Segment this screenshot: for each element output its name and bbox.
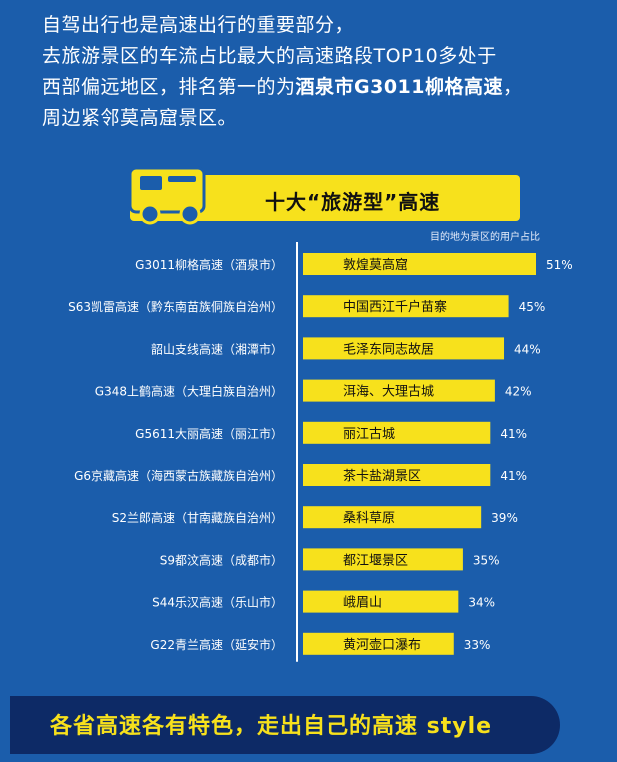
value-unit-note: 目的地为景区的用户占比 <box>430 232 540 243</box>
category-label: G348上鹤高速（大理白族自治州） <box>95 384 283 399</box>
footer-bar <box>10 696 560 754</box>
intro-line-3-a: 西部偏远地区，排名第一的为 <box>42 76 296 98</box>
bar <box>303 590 459 613</box>
truck-icon <box>128 166 206 225</box>
intro-line-3: 西部偏远地区，排名第一的为酒泉市G3011柳格高速， <box>42 72 602 103</box>
bar-value-label: 41% <box>500 427 527 441</box>
category-label: S2兰郎高速（甘南藏族自治州） <box>112 510 283 525</box>
bar-scenic-label: 毛泽东同志故居 <box>343 342 434 357</box>
bar-value-label: 35% <box>473 553 500 567</box>
bar-value-label: 41% <box>500 469 527 483</box>
bar-value-label: 33% <box>464 638 491 652</box>
category-label: G6京藏高速（海西蒙古族藏族自治州） <box>74 468 283 483</box>
bar-chart: G3011柳格高速（酒泉市） 敦煌莫高窟 51% S63凯雷高速（黔东南苗族侗族自治州… <box>68 242 573 662</box>
chart-title: 十大“旅游型”高速 <box>265 190 441 214</box>
category-label: S44乐汉高速（乐山市） <box>152 595 283 610</box>
bar <box>303 253 536 275</box>
bar <box>303 379 495 402</box>
bar <box>303 295 509 318</box>
bar-scenic-label: 丽江古城 <box>343 427 395 442</box>
bar-scenic-label: 敦煌莫高窟 <box>343 257 408 273</box>
category-label: S63凯雷高速（黔东南苗族侗族自治州） <box>68 299 283 314</box>
bar-scenic-label: 茶卡盐湖景区 <box>343 468 421 484</box>
bar <box>303 506 482 529</box>
bar-value-label: 39% <box>491 511 518 525</box>
bar-scenic-label: 桑科草原 <box>343 511 395 526</box>
category-label: G3011柳格高速（酒泉市） <box>135 257 283 272</box>
bar <box>303 464 491 486</box>
category-label: S9都汶高速（成都市） <box>160 552 283 567</box>
bar-value-label: 44% <box>514 342 541 356</box>
bar <box>303 421 491 444</box>
category-label: G5611大丽高速（丽江市） <box>135 426 283 441</box>
bar <box>303 548 463 571</box>
intro-highlight: 酒泉市G3011柳格高速 <box>295 76 503 98</box>
bar <box>303 337 505 360</box>
intro-line-2: 去旅游景区的车流占比最大的高速路段TOP10多处于 <box>42 45 497 67</box>
bar-value-label: 51% <box>546 258 573 272</box>
footer-slogan: 各省高速各有特色，走出自己的高速 style <box>50 714 493 739</box>
category-label: G22青兰高速（延安市） <box>150 637 283 652</box>
bar-scenic-label: 都江堰景区 <box>343 553 408 568</box>
intro-line-1: 自驾出行也是高速出行的重要部分， <box>42 14 355 36</box>
bar-scenic-label: 黄河壶口瀑布 <box>343 638 421 653</box>
bar <box>303 632 454 655</box>
category-label: 韶山支线高速（湘潭市） <box>151 341 283 356</box>
intro-line-4: 周边紧邻莫高窟景区。 <box>42 107 238 129</box>
bar-scenic-label: 洱海、大理古城 <box>343 385 434 400</box>
intro-text: 自驾出行也是高速出行的重要部分， 去旅游景区的车流占比最大的高速路段TOP10多… <box>42 10 602 134</box>
bar-value-label: 42% <box>505 385 532 399</box>
bar-value-label: 34% <box>468 596 495 610</box>
bar-value-label: 45% <box>519 300 546 314</box>
bar-scenic-label: 峨眉山 <box>343 596 382 611</box>
bar-scenic-label: 中国西江千户苗寨 <box>343 299 447 315</box>
intro-line-3-c: ， <box>503 76 523 98</box>
